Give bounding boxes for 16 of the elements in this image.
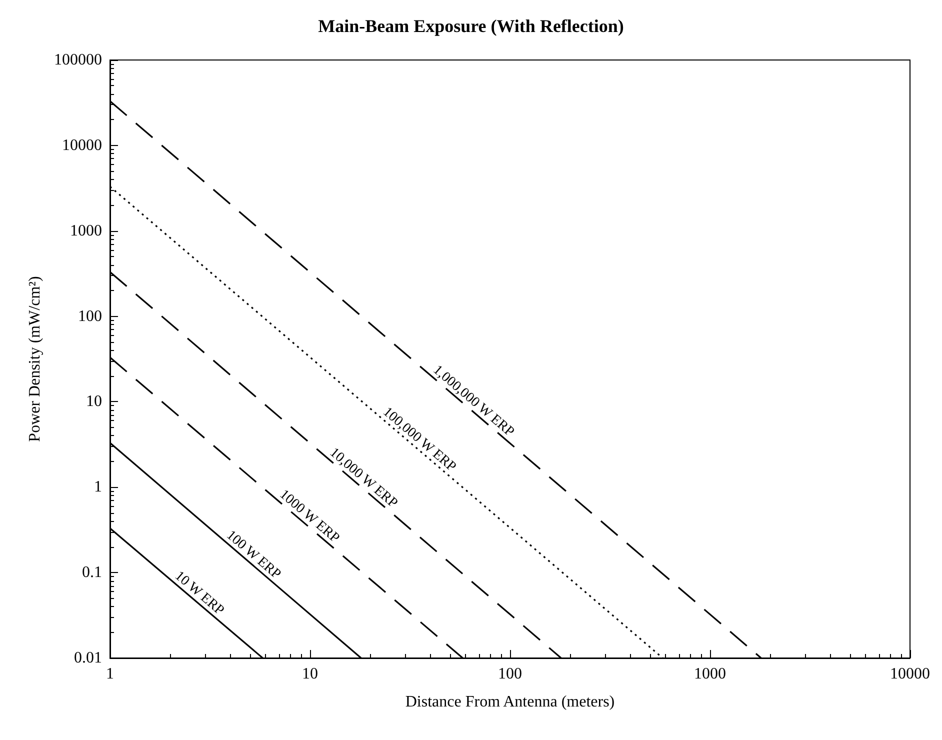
y-tick-label: 10 bbox=[86, 393, 102, 410]
x-tick-label: 1 bbox=[106, 666, 114, 682]
y-tick-label: 0.1 bbox=[82, 564, 102, 582]
x-tick-label: 10000 bbox=[890, 666, 930, 682]
y-axis-title: Power Density (mW/cm²) bbox=[26, 276, 44, 442]
y-tick-label: 10000 bbox=[62, 136, 102, 154]
y-tick-label: 0.01 bbox=[74, 650, 102, 666]
x-tick-label: 10 bbox=[302, 666, 318, 682]
y-tick-label: 100 bbox=[78, 308, 102, 325]
y-tick-label: 100000 bbox=[54, 52, 102, 68]
y-tick-label: 1000 bbox=[70, 222, 102, 240]
x-tick-label: 1000 bbox=[694, 666, 726, 682]
x-tick-label: 100 bbox=[498, 666, 522, 682]
chart-title: Main-Beam Exposure (With Reflection) bbox=[318, 16, 624, 36]
y-tick-label: 1 bbox=[94, 478, 102, 496]
x-axis-title: Distance From Antenna (meters) bbox=[405, 694, 615, 710]
